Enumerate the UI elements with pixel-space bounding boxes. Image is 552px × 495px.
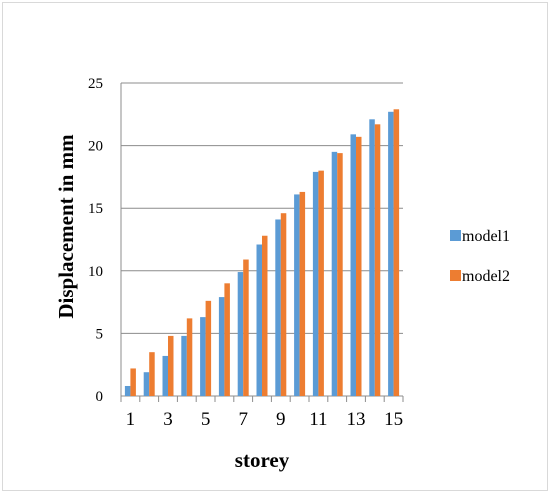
bar-model2-14 (374, 124, 381, 396)
bar-model2-11 (318, 170, 324, 396)
bar-model1-8 (256, 244, 262, 396)
legend: model1 model2 (450, 228, 510, 285)
axes (120, 83, 404, 402)
bar-model1-2 (143, 372, 150, 396)
bar-model2-6 (224, 283, 230, 396)
bar-model1-7 (237, 272, 244, 396)
y-tick-label: 15 (88, 201, 103, 217)
bar-model1-15 (388, 111, 394, 397)
legend-label-model1: model1 (462, 228, 510, 245)
bar-model2-1 (130, 368, 136, 396)
bar-model1-11 (312, 171, 319, 396)
legend-swatch-model1 (450, 230, 461, 241)
bar-model2-12 (337, 153, 343, 396)
bar-model2-2 (149, 352, 155, 396)
y-tick-label: 10 (88, 264, 103, 280)
bar-model1-14 (369, 119, 375, 397)
x-tick-label: 11 (309, 409, 327, 430)
bars (124, 109, 400, 397)
y-tick-label: 0 (96, 389, 104, 405)
y-tick-label: 25 (88, 76, 103, 92)
bar-model2-8 (262, 235, 268, 396)
x-tick-label: 15 (384, 409, 403, 430)
bar-model2-13 (356, 136, 362, 396)
bar-model1-6 (218, 297, 225, 396)
bar-model1-10 (294, 194, 300, 396)
bar-model2-4 (186, 318, 193, 396)
x-tick-label: 9 (276, 409, 286, 430)
bar-model1-9 (275, 219, 281, 396)
bar-model2-9 (280, 213, 287, 396)
y-tick-label: 5 (96, 326, 104, 342)
bar-model2-3 (168, 335, 174, 396)
y-tick-label: 20 (88, 139, 103, 155)
x-tick-label: 13 (347, 409, 366, 430)
legend-swatch-model2 (450, 270, 461, 281)
bar-model2-5 (205, 300, 212, 396)
bar-model1-1 (124, 385, 131, 396)
bar-model2-7 (243, 259, 249, 396)
bar-model1-4 (181, 335, 187, 396)
bar-model2-10 (299, 191, 306, 396)
bar-model1-12 (331, 151, 338, 396)
legend-label-model2: model2 (462, 268, 510, 285)
bar-model2-15 (393, 109, 400, 397)
bar-model1-3 (162, 355, 168, 396)
x-tick-label: 1 (126, 409, 136, 430)
x-axis-title: storey (235, 448, 290, 472)
x-tick-label: 7 (238, 409, 248, 430)
x-tick-label: 5 (201, 409, 211, 430)
y-axis-title: Displacement in mm (54, 134, 78, 319)
bar-model1-5 (200, 317, 206, 396)
x-tick-label: 3 (163, 409, 173, 430)
bar-model1-13 (350, 134, 356, 396)
chart-frame: 0 5 10 15 20 25 1 3 5 7 9 11 13 15 Displacement in mm… (2, 2, 548, 491)
